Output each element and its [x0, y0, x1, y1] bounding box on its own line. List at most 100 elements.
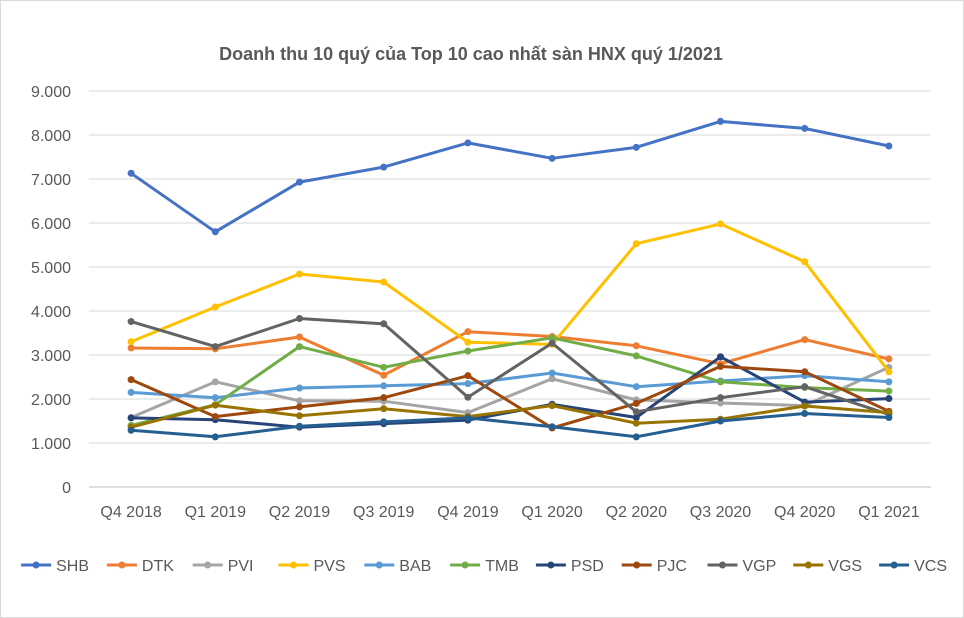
legend: SHB DTK PVI PVS BAB TMB PSD PJC VGP VGS VCS: [21, 558, 947, 575]
data-point: [632, 419, 640, 427]
data-point: [885, 395, 893, 403]
x-tick-label: Q4 2019: [437, 504, 498, 521]
legend-label: VGP: [743, 558, 777, 575]
data-point: [296, 397, 303, 405]
legend-marker: [890, 561, 898, 569]
data-point: [548, 339, 556, 347]
series-line: [129, 119, 891, 234]
x-tick-label: Q3 2020: [690, 504, 751, 521]
series-pvs: [127, 220, 893, 376]
legend-item-dtk: DTK: [106, 558, 174, 575]
data-point: [464, 393, 472, 401]
legend-marker: [290, 561, 297, 569]
data-point: [127, 169, 135, 177]
data-point: [717, 353, 724, 361]
data-point: [548, 154, 556, 162]
legend-label: SHB: [56, 558, 89, 575]
legend-label: PVS: [314, 558, 346, 575]
data-point: [885, 413, 893, 421]
data-point: [380, 405, 388, 413]
legend-item-pvs: PVS: [278, 558, 346, 575]
chart-title: Doanh thu 10 quý của Top 10 cao nhất sàn…: [219, 44, 723, 64]
data-point: [296, 333, 303, 341]
series-line: [129, 317, 891, 416]
data-point: [885, 142, 893, 150]
data-point: [296, 314, 303, 322]
data-point: [380, 320, 388, 328]
data-point: [464, 347, 472, 355]
data-point: [296, 403, 303, 411]
y-tick-label: 0: [62, 480, 71, 497]
y-tick-label: 6.000: [31, 216, 71, 233]
data-point: [717, 117, 724, 125]
series-line: [129, 403, 891, 429]
data-point: [717, 399, 724, 407]
data-point: [801, 336, 809, 344]
legend-marker: [461, 561, 469, 569]
y-tick-label: 1.000: [31, 436, 71, 453]
data-point: [127, 414, 135, 422]
legend-label: PSD: [571, 558, 604, 575]
data-point: [548, 334, 556, 342]
x-tick-label: Q1 2019: [185, 504, 246, 521]
data-point: [380, 418, 388, 426]
data-point: [380, 371, 388, 379]
data-point: [464, 380, 472, 388]
data-point: [717, 378, 724, 386]
legend-item-pjc: PJC: [621, 558, 687, 575]
x-tick-label: Q4 2018: [100, 504, 161, 521]
y-tick-label: 4.000: [31, 304, 71, 321]
legend-item-shb: SHB: [21, 558, 89, 575]
data-point: [380, 363, 388, 371]
legend-label: BAB: [399, 558, 431, 575]
data-point: [801, 124, 809, 132]
data-point: [464, 414, 472, 422]
data-point: [127, 318, 135, 326]
y-tick-label: 7.000: [31, 172, 71, 189]
data-point: [127, 376, 135, 384]
data-point: [296, 422, 303, 430]
x-tick-label: Q4 2020: [774, 504, 835, 521]
data-point: [296, 343, 303, 351]
legend-item-tmb: TMB: [450, 558, 519, 575]
data-point: [211, 433, 219, 441]
data-point: [632, 413, 640, 421]
legend-item-bab: BAB: [364, 558, 431, 575]
data-point: [211, 378, 219, 386]
data-point: [211, 303, 219, 311]
data-point: [801, 402, 809, 410]
legend-item-vgp: VGP: [707, 558, 777, 575]
data-point: [717, 362, 724, 370]
x-tick-label: Q2 2019: [269, 504, 330, 521]
data-point: [801, 383, 809, 391]
data-point: [380, 278, 388, 286]
data-point: [296, 412, 303, 420]
y-tick-label: 2.000: [31, 392, 71, 409]
data-point: [801, 368, 809, 376]
x-axis: Q4 2018 Q1 2019 Q2 2019 Q3 2019 Q4 2019 Q1 20…: [100, 504, 919, 521]
data-point: [211, 413, 219, 421]
data-point: [632, 399, 640, 407]
legend-item-psd: PSD: [535, 558, 604, 575]
x-tick-label: Q1 2021: [858, 504, 919, 521]
y-tick-label: 8.000: [31, 128, 71, 145]
data-point: [548, 375, 556, 383]
legend-label: PJC: [657, 558, 687, 575]
data-point: [211, 343, 219, 351]
data-point: [296, 178, 303, 186]
data-point: [464, 328, 472, 336]
legend-marker: [204, 561, 212, 569]
data-point: [548, 369, 556, 377]
data-point: [632, 383, 640, 391]
y-tick-label: 9.000: [31, 84, 71, 101]
data-point: [127, 344, 135, 352]
series-psd: [127, 353, 893, 431]
data-point: [632, 240, 640, 248]
legend-marker: [719, 561, 726, 569]
data-point: [464, 372, 472, 380]
data-point: [717, 394, 724, 402]
data-point: [127, 338, 135, 346]
data-point: [548, 402, 556, 410]
